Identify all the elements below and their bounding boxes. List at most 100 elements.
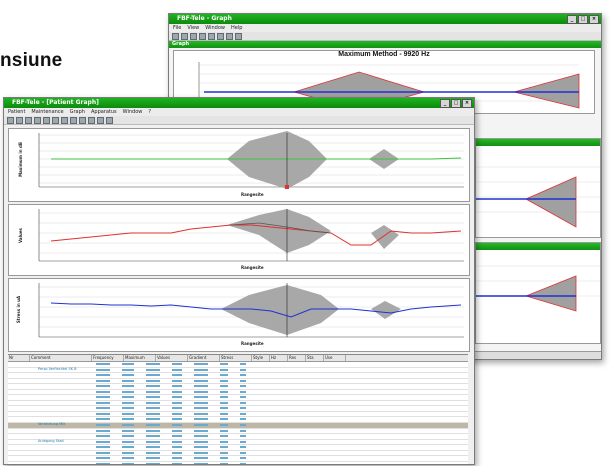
col-maximum[interactable]: Maximum [124, 355, 156, 361]
menu-patient[interactable]: Patient [8, 109, 26, 115]
zoom-in-icon[interactable] [79, 116, 86, 124]
menu-file[interactable]: File [173, 25, 182, 31]
copy-icon[interactable] [43, 116, 50, 124]
prev-icon[interactable] [97, 116, 104, 124]
menu-window[interactable]: Window [205, 25, 225, 31]
close-button[interactable]: × [589, 15, 599, 24]
col-res[interactable]: Res [288, 355, 306, 361]
row-cells [96, 362, 468, 367]
table-row[interactable]: Verbindung Mtk [8, 422, 468, 429]
paste-icon[interactable] [217, 32, 224, 40]
col-values[interactable]: Values [156, 355, 188, 361]
cell-value [122, 451, 134, 454]
help-icon[interactable] [235, 32, 242, 40]
cell-value [240, 424, 246, 427]
row-comment: Perso Verflechtei SK B [38, 366, 77, 371]
zoom-icon[interactable] [226, 32, 233, 40]
save-icon[interactable] [16, 116, 23, 124]
help-icon[interactable] [25, 116, 32, 124]
back-chart-3-bar[interactable] [476, 243, 600, 250]
graph-subwindow-bar[interactable]: Graph [169, 41, 601, 48]
table-row[interactable] [8, 379, 468, 385]
table-row[interactable] [8, 417, 468, 424]
cut-icon[interactable] [34, 116, 41, 124]
col-nr[interactable]: Nr [8, 355, 30, 361]
col-gradient[interactable]: Gradient [188, 355, 220, 361]
print-icon[interactable] [199, 32, 206, 40]
menu-window[interactable]: Window [122, 109, 143, 115]
maximize-button[interactable]: □ [578, 15, 588, 24]
new-icon[interactable] [7, 116, 14, 124]
front-maximize-button[interactable]: □ [451, 99, 461, 108]
col-stress[interactable]: Stress [220, 355, 252, 361]
table-row[interactable] [8, 373, 468, 379]
table-row[interactable] [8, 429, 468, 435]
cell-value [96, 440, 110, 443]
col-comment[interactable]: Comment [30, 355, 92, 361]
table-row[interactable] [8, 362, 468, 368]
table-row[interactable] [8, 384, 468, 390]
table-row[interactable]: Anlegung Stati [8, 439, 468, 446]
cell-value [220, 418, 228, 421]
back-window-titlebar[interactable]: FBF-Tele - Graph _ □ × [169, 14, 601, 24]
cell-value [240, 446, 246, 449]
cell-value [146, 429, 160, 432]
cell-value [172, 446, 182, 449]
cell-value [172, 462, 182, 464]
front-minimize-button[interactable]: _ [440, 99, 450, 108]
table-row[interactable] [8, 412, 468, 418]
table-row[interactable] [8, 390, 468, 396]
grid-icon[interactable] [70, 116, 77, 124]
table-row[interactable] [8, 401, 468, 407]
cell-value [172, 451, 182, 454]
open-icon[interactable] [181, 32, 188, 40]
row-cells [96, 412, 468, 417]
menu-help[interactable]: ? [148, 109, 152, 115]
cell-value [146, 368, 160, 371]
table-row[interactable] [8, 462, 468, 464]
chart-icon[interactable] [61, 116, 68, 124]
cell-value [96, 396, 110, 399]
menu-graph[interactable]: Graph [69, 109, 85, 115]
table-row[interactable] [8, 445, 468, 451]
menu-apparatus[interactable]: Apparatus [90, 109, 117, 115]
cell-value [220, 435, 228, 438]
front-close-button[interactable]: × [462, 99, 472, 108]
cell-value [122, 390, 134, 393]
cell-value [96, 424, 110, 427]
paste-icon[interactable] [52, 116, 59, 124]
table-row[interactable]: Perso Verflechtei SK B [8, 366, 468, 374]
cell-value [172, 368, 182, 371]
cell-value [122, 368, 134, 371]
cell-value [172, 435, 182, 438]
col-frequency[interactable]: Frequency [92, 355, 124, 361]
copy-icon[interactable] [208, 32, 215, 40]
save-icon[interactable] [190, 32, 197, 40]
table-row[interactable] [8, 456, 468, 462]
cell-value [122, 418, 134, 421]
table-row[interactable] [8, 451, 468, 457]
back-chart-2-bar[interactable] [476, 139, 600, 146]
cell-value [96, 407, 110, 410]
cell-value [220, 363, 228, 365]
row-comment: Verbindung Mtk [38, 422, 66, 427]
col-use[interactable]: Use [324, 355, 346, 361]
menu-help[interactable]: Help [230, 25, 243, 31]
table-row[interactable] [8, 434, 468, 440]
cell-value [146, 385, 160, 388]
minimize-button[interactable]: _ [567, 15, 577, 24]
zoom-out-icon[interactable] [88, 116, 95, 124]
col-style[interactable]: Style [252, 355, 270, 361]
front-window-titlebar[interactable]: FBF-Tele - [Patient Graph] _ □ × [4, 98, 474, 108]
cell-value [220, 385, 228, 388]
col-sta[interactable]: Sta [306, 355, 324, 361]
menu-view[interactable]: View [187, 25, 200, 31]
menu-maintenance[interactable]: Maintenance [31, 109, 64, 115]
next-icon[interactable] [106, 116, 113, 124]
cell-value [122, 379, 134, 382]
new-icon[interactable] [172, 32, 179, 40]
col-hz[interactable]: Hz [270, 355, 288, 361]
table-row[interactable] [8, 395, 468, 401]
cell-value [122, 462, 134, 464]
table-row[interactable] [8, 406, 468, 412]
